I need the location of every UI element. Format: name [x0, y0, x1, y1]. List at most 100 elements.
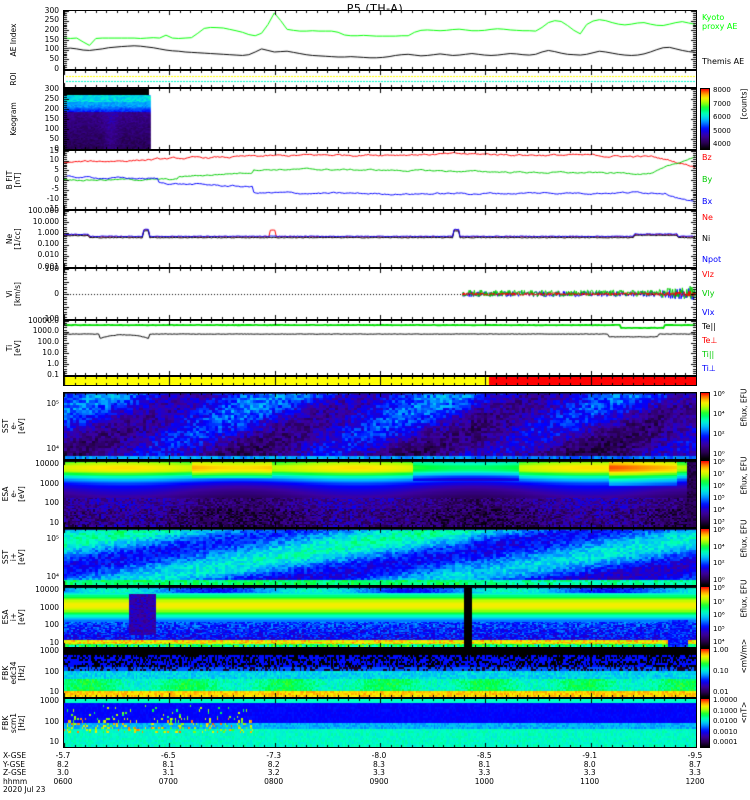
x-axis-value: -5.7	[55, 751, 71, 760]
x-axis-value: 0900	[369, 776, 389, 786]
panel-temperature-ytick: 10.0	[42, 347, 59, 357]
x-axis-value: 3.3	[373, 768, 385, 777]
panel-density-plot	[64, 211, 696, 267]
legend-te: Te⊥	[702, 336, 718, 346]
x-axis-row-hhmm: hhmm	[3, 776, 28, 786]
colorbar-fbk_e	[700, 648, 710, 698]
colorbar-esa_e-label: 10⁶	[713, 482, 725, 490]
panel-bfit-ytick: 0	[54, 174, 59, 184]
panel-esa_e	[63, 460, 697, 528]
x-axis-value: -8.5	[477, 751, 492, 760]
legend-te: Te||	[702, 322, 716, 332]
panel-temperature-ytick: 10000.0	[27, 315, 59, 325]
colorbar-sst_i-label: 10⁴	[713, 542, 725, 551]
legend-npot: Npot	[702, 255, 722, 265]
colorbar-esa_e-label: 10⁵	[713, 494, 725, 502]
legend-vlx: Vlx	[702, 308, 715, 318]
panel-esa_i-ytick: 1000	[39, 602, 59, 612]
colorbar-keogram-label: 5000	[713, 126, 731, 135]
x-axis-row-zgse: Z-GSE	[3, 768, 27, 777]
x-axis-value: 8.7	[689, 759, 701, 769]
panel-esa_i-ytick: 10000	[35, 585, 59, 595]
x-axis-value: 3.1	[162, 768, 175, 777]
date-label: 2020 Jul 23	[3, 785, 46, 794]
panel-esa_i-ytick: 100	[44, 620, 59, 630]
panel-temperature	[63, 320, 697, 376]
panel-bfit-plot	[64, 151, 696, 209]
panel-esa_i-plot	[64, 587, 696, 647]
panel-sst_e-ytick: 10⁵	[46, 399, 59, 409]
colorbar-esa_i-label: 10⁸	[713, 584, 725, 592]
x-axis-value: -6.5	[161, 751, 176, 760]
x-axis-value: 8.3	[373, 759, 385, 769]
panel-temperature-ytick: 100.0	[37, 337, 59, 347]
colorbar-keogram-label: 7000	[713, 99, 731, 108]
x-axis-value: 8.2	[57, 759, 69, 769]
panel-temperature-ytick: 1.0	[47, 358, 59, 368]
panel-keogram-plot	[64, 89, 696, 149]
panel-esa_e-ytick: 100	[44, 498, 59, 508]
panel-temperature-ytick: 0.1	[47, 369, 59, 379]
panel-fbk_b-ytick: 100	[44, 716, 59, 726]
panel-keogram	[63, 88, 697, 150]
x-axis-value: 8.0	[583, 759, 596, 769]
panel-sst_e-plot	[64, 393, 696, 459]
panel-sst_i-plot	[64, 529, 696, 585]
panel-ae-ytick: 0	[54, 63, 59, 73]
colorbar-esa_i	[700, 586, 710, 648]
colorbar-fbk_b-label: 1.0000	[713, 696, 738, 704]
legend-bx: Bx	[702, 197, 713, 207]
x-axis-value: 1100	[580, 776, 600, 786]
x-axis-value: 8.2	[267, 759, 280, 769]
colorbar-fbk_e-label: 0.10	[713, 667, 729, 675]
panel-fbk_e	[63, 648, 697, 698]
panel-esa_e-ytick: 10	[49, 517, 59, 527]
panel-roi-plot	[64, 71, 696, 87]
legend-bz: Bz	[702, 152, 712, 162]
panel-esa_e-axis-title: ESA e- [eV]	[1, 486, 26, 502]
panel-bfit-ytick: 10	[49, 155, 59, 165]
legend-by: By	[702, 175, 713, 184]
panel-density-ytick: 0.010	[37, 250, 59, 260]
panel-fbk_b-plot	[64, 699, 696, 747]
panel-sst_i-ytick: 10⁴	[46, 571, 59, 581]
panel-mode-plot	[64, 377, 696, 385]
x-axis-value: 8.1	[162, 759, 175, 769]
panel-keogram-ytick: 300	[44, 83, 59, 93]
panel-fbk_e-ytick: 10	[49, 687, 59, 697]
legend-themisae: Themis AE	[702, 57, 745, 67]
colorbar-fbk_e-label: 0.01	[713, 688, 729, 696]
x-axis-value: 0800	[264, 776, 284, 786]
panel-keogram-ytick: 200	[44, 103, 59, 113]
panel-sst_i-ytick: 10⁵	[46, 533, 59, 543]
colorbar-fbk_b-label: 0.0100	[713, 717, 738, 725]
panel-ae-ytick: 200	[44, 24, 59, 34]
x-axis-value: -8.0	[371, 751, 387, 760]
panel-bfit-ytick: 15	[49, 145, 59, 155]
colorbar-sst_i-label: 10⁰	[713, 576, 725, 584]
x-axis-value: 1200	[685, 776, 705, 786]
panel-bfit-ytick: -5	[51, 184, 59, 194]
panel-velocity-ytick: 0	[54, 288, 59, 298]
panel-ae-ytick: 250	[44, 15, 59, 25]
colorbar-fbk_b-label: 0.0010	[713, 727, 738, 736]
colorbar-esa_e-label: 10³	[713, 518, 725, 526]
x-axis-value: 1000	[474, 776, 494, 786]
panel-ae-plot	[64, 11, 696, 69]
x-axis-row-xgse: X-GSE	[3, 751, 27, 760]
colorbar-keogram-label: 6000	[713, 113, 731, 121]
panel-sst_e	[63, 392, 697, 460]
colorbar-sst_i-label: 10⁶	[713, 526, 725, 534]
panel-bfit	[63, 150, 697, 210]
colorbar-esa_i-label: 10⁶	[713, 611, 725, 619]
x-axis-value: -7.3	[266, 751, 281, 760]
panel-bfit-ytick: -15	[46, 203, 59, 213]
panel-mode	[63, 376, 697, 386]
panel-bfit-ytick: 5	[54, 164, 59, 174]
colorbar-sst_e-label: 10²	[713, 430, 725, 438]
panel-fbk_b-ytick: 10	[49, 737, 59, 747]
colorbar-esa_i-label: 10⁷	[713, 597, 725, 606]
colorbar-esa_i-label: 10⁴	[713, 638, 725, 646]
panel-temperature-plot	[64, 321, 696, 375]
x-axis-value: 0600	[53, 776, 73, 786]
